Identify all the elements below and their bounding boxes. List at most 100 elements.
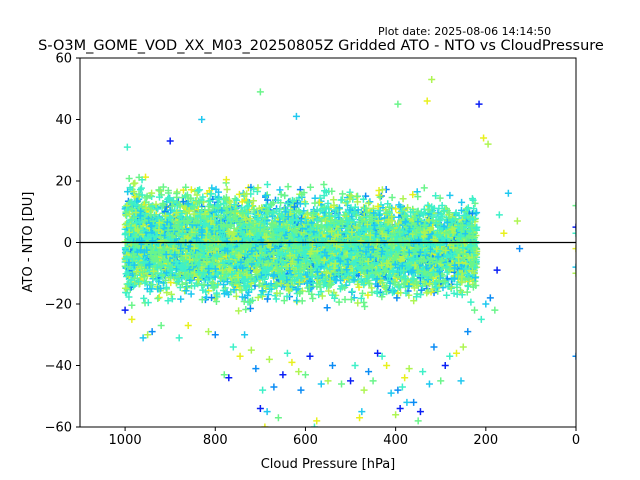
data-point	[374, 202, 382, 210]
data-points	[121, 76, 576, 427]
data-point	[199, 286, 207, 294]
data-point	[473, 209, 481, 217]
data-point	[346, 278, 354, 286]
data-point	[245, 202, 253, 210]
data-point	[313, 282, 321, 290]
data-point	[144, 299, 152, 307]
data-point	[149, 217, 157, 225]
data-point	[445, 209, 453, 217]
data-point	[315, 198, 323, 206]
data-point	[323, 304, 331, 312]
data-point	[159, 183, 167, 191]
data-point	[335, 204, 343, 212]
data-point	[232, 292, 240, 300]
data-point	[212, 185, 220, 193]
data-point	[291, 203, 299, 211]
data-point	[337, 196, 345, 204]
data-point	[301, 215, 309, 223]
data-point	[187, 186, 195, 194]
data-point	[147, 281, 155, 289]
data-point	[309, 294, 317, 302]
data-point	[313, 276, 321, 284]
data-point	[153, 205, 161, 213]
data-point	[141, 265, 149, 273]
data-point	[409, 191, 417, 199]
data-point	[339, 190, 347, 198]
data-point	[467, 298, 475, 306]
data-point	[185, 207, 193, 215]
data-point	[468, 210, 476, 218]
data-point	[168, 295, 176, 303]
data-point	[346, 206, 354, 214]
data-point	[263, 295, 271, 303]
data-point	[155, 293, 163, 301]
data-point	[306, 183, 314, 191]
data-point	[417, 291, 425, 299]
data-point	[154, 295, 162, 303]
data-point	[204, 206, 212, 214]
data-point	[428, 211, 436, 219]
data-point	[335, 298, 343, 306]
data-point	[138, 203, 146, 211]
data-point	[276, 186, 284, 194]
data-point	[213, 289, 221, 297]
data-point	[414, 193, 422, 201]
data-point	[159, 199, 167, 207]
data-point	[208, 278, 216, 286]
data-point	[187, 290, 195, 298]
data-point	[196, 186, 204, 194]
data-point	[238, 286, 246, 294]
data-point	[303, 210, 311, 218]
data-point	[368, 284, 376, 292]
data-point	[357, 294, 365, 302]
data-point	[248, 260, 256, 268]
data-point	[124, 188, 132, 196]
data-point	[207, 190, 215, 198]
data-point	[391, 254, 399, 262]
data-point	[383, 288, 391, 296]
data-point	[365, 199, 373, 207]
chart-title: S-O3M_GOME_VOD_XX_M03_20250805Z Gridded …	[38, 38, 604, 54]
data-point	[280, 297, 288, 305]
data-point	[354, 299, 362, 307]
data-point	[432, 192, 440, 200]
data-point	[162, 283, 170, 291]
data-point	[366, 198, 374, 206]
data-point	[212, 297, 220, 305]
data-point	[196, 208, 204, 216]
data-point	[364, 291, 372, 299]
data-point	[330, 201, 338, 209]
data-point	[325, 287, 333, 295]
data-point	[167, 206, 175, 214]
data-point	[420, 184, 428, 192]
data-point	[233, 196, 241, 204]
data-point	[125, 293, 133, 301]
data-point	[410, 297, 418, 305]
data-point	[337, 243, 345, 251]
data-point	[375, 187, 383, 195]
data-point	[399, 195, 407, 203]
data-point	[187, 194, 195, 202]
data-point	[315, 291, 323, 299]
data-point	[254, 184, 262, 192]
data-point	[452, 209, 460, 217]
data-point	[311, 199, 319, 207]
data-point	[245, 288, 253, 296]
data-point	[246, 304, 254, 312]
data-point	[320, 192, 328, 200]
data-point	[231, 195, 239, 203]
plot-date-text: Plot date: 2025-08-06 14:14:50	[378, 25, 551, 38]
data-point	[130, 180, 138, 188]
data-point	[148, 189, 156, 197]
data-point	[284, 183, 292, 191]
data-point	[167, 290, 175, 298]
data-point	[320, 281, 328, 289]
data-point	[314, 246, 322, 254]
data-point	[446, 191, 454, 199]
data-point	[348, 288, 356, 296]
data-point	[374, 282, 382, 290]
data-point	[193, 191, 201, 199]
data-point	[198, 296, 206, 304]
data-point	[390, 287, 398, 295]
